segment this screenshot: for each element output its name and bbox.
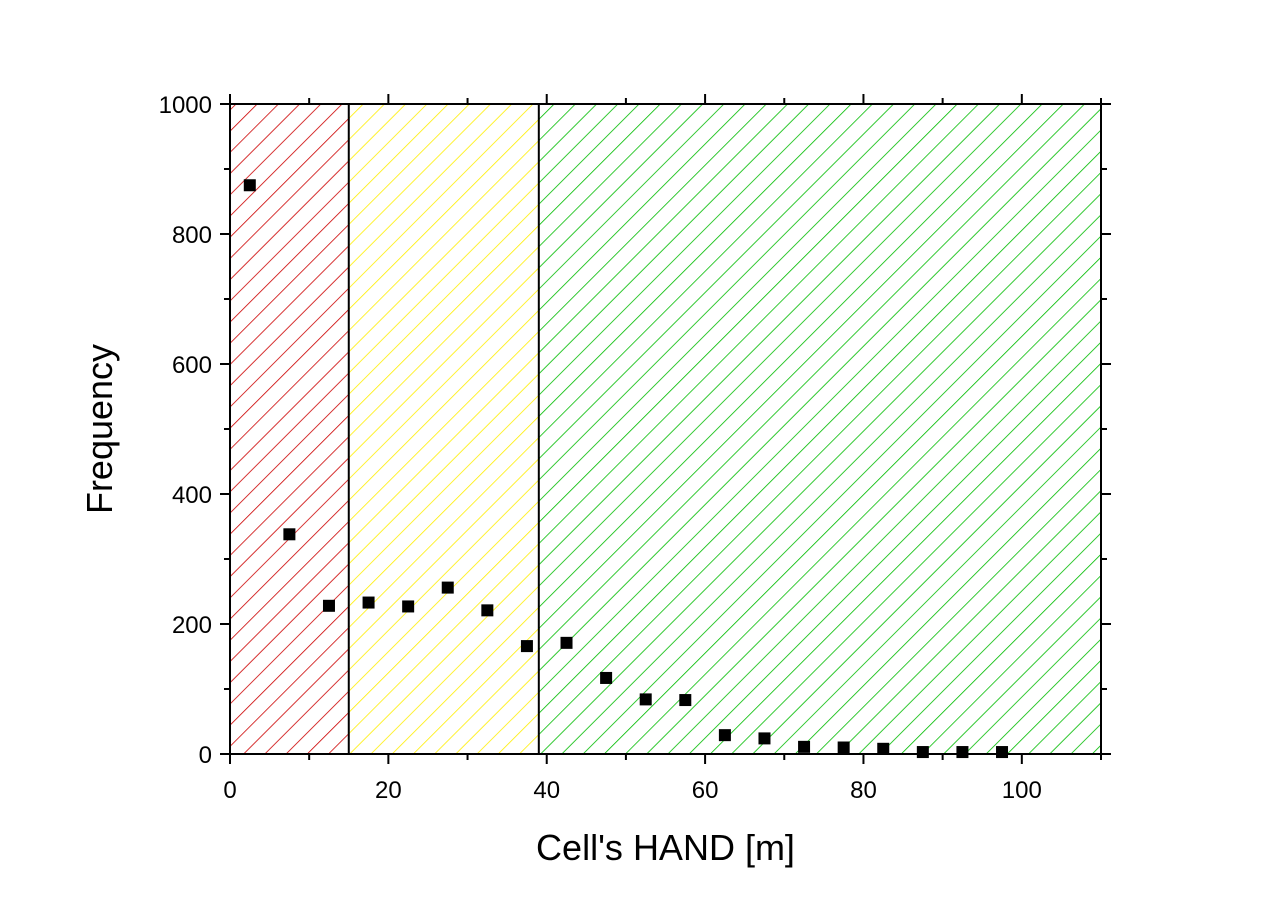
data-point — [718, 729, 731, 742]
x-axis-title: Cell's HAND [m] — [536, 827, 795, 868]
x-tick-label: 60 — [692, 777, 719, 804]
data-point — [679, 694, 692, 707]
data-point — [362, 596, 375, 609]
y-axis-title: Frequency — [79, 344, 120, 514]
data-point — [996, 746, 1009, 759]
y-tick-label: 200 — [172, 612, 212, 639]
y-tick-label: 1000 — [159, 92, 212, 119]
data-point — [877, 742, 890, 755]
y-tick-label: 800 — [172, 222, 212, 249]
region-0 — [230, 104, 349, 754]
data-point — [520, 640, 533, 653]
data-point — [560, 636, 573, 649]
data-point — [283, 528, 296, 541]
data-point — [402, 600, 415, 613]
data-point — [916, 746, 929, 759]
x-tick-label: 0 — [223, 777, 236, 804]
x-tick-label: 80 — [850, 777, 877, 804]
data-points — [243, 179, 1009, 759]
y-tick-label: 400 — [172, 482, 212, 509]
data-point — [243, 179, 256, 192]
axis-labels: Cell's HAND [m] Frequency — [79, 344, 795, 868]
region-boundaries — [347, 104, 540, 754]
data-point — [798, 740, 811, 753]
region-2 — [538, 104, 1101, 754]
data-point — [639, 693, 652, 706]
data-point — [600, 671, 613, 684]
data-point — [837, 741, 850, 754]
x-tick-label: 40 — [533, 777, 560, 804]
data-point — [322, 599, 335, 612]
x-tick-label: 20 — [375, 777, 402, 804]
y-tick-label: 600 — [172, 352, 212, 379]
data-point — [758, 732, 771, 745]
x-tick-label: 100 — [1002, 777, 1042, 804]
hatched-regions — [230, 104, 1101, 754]
data-point — [481, 604, 494, 617]
data-point — [441, 581, 454, 594]
y-tick-label: 0 — [199, 742, 212, 769]
region-1 — [348, 104, 539, 754]
data-point — [956, 746, 969, 759]
